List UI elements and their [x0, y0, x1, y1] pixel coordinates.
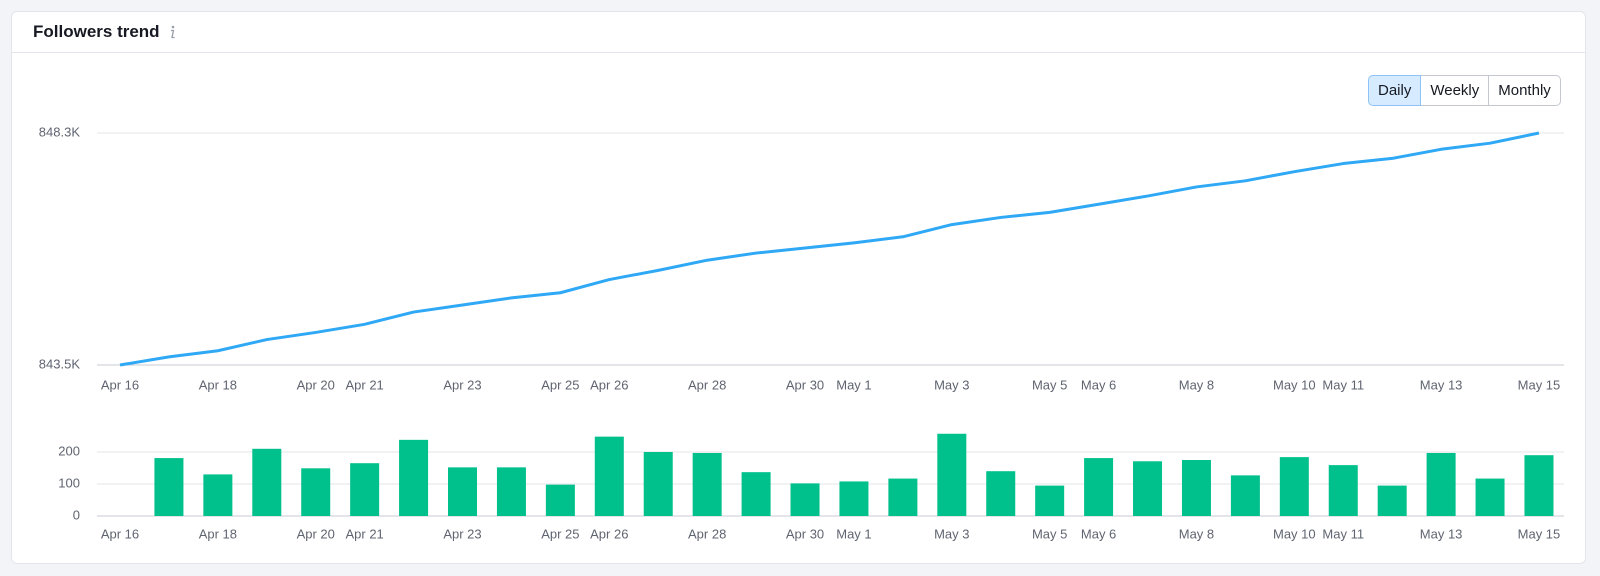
x-tick-label: May 6 [1081, 526, 1116, 541]
x-tick-label: Apr 26 [590, 377, 628, 392]
x-tick-label: May 8 [1179, 377, 1214, 392]
bar [496, 467, 526, 516]
bar [986, 471, 1016, 516]
bar [643, 452, 673, 516]
x-tick-label: Apr 18 [199, 526, 237, 541]
x-tick-label: Apr 25 [541, 526, 579, 541]
x-tick-label: May 15 [1518, 526, 1561, 541]
y-tick-label: 200 [58, 443, 80, 458]
info-icon [171, 25, 175, 39]
x-tick-label: May 5 [1032, 377, 1067, 392]
bar [839, 481, 869, 516]
x-tick-label: May 3 [934, 526, 969, 541]
bar [545, 484, 575, 516]
x-tick-label: May 5 [1032, 526, 1067, 541]
x-tick-label: Apr 30 [786, 526, 824, 541]
bar [154, 458, 184, 516]
bar [790, 483, 820, 516]
x-tick-label: May 11 [1322, 526, 1364, 541]
bar [203, 474, 233, 516]
bar [350, 463, 380, 516]
x-tick-label: May 6 [1081, 377, 1116, 392]
header-divider [12, 52, 1585, 53]
x-tick-label: May 13 [1420, 377, 1463, 392]
bar [741, 472, 771, 516]
x-tick-label: May 15 [1518, 377, 1561, 392]
bar [888, 478, 918, 516]
x-tick-label: May 8 [1179, 526, 1214, 541]
bar [1133, 461, 1163, 516]
x-tick-label: Apr 23 [443, 526, 481, 541]
x-tick-label: Apr 21 [345, 526, 383, 541]
x-tick-label: Apr 30 [786, 377, 824, 392]
x-tick-label: Apr 26 [590, 526, 628, 541]
bar [937, 433, 967, 516]
bar [1524, 455, 1554, 516]
bar [1084, 458, 1114, 516]
bar [1328, 465, 1358, 516]
follower-line [119, 131, 1540, 367]
x-tick-label: May 10 [1273, 526, 1316, 541]
x-tick-label: May 10 [1273, 377, 1316, 392]
x-tick-label: Apr 20 [297, 526, 335, 541]
x-tick-label: Apr 16 [101, 526, 139, 541]
card-title: Followers trend [33, 22, 160, 41]
bar [1035, 485, 1065, 516]
x-tick-label: May 3 [934, 377, 969, 392]
period-toggle: Daily Weekly Monthly [1368, 75, 1561, 106]
bar [1230, 475, 1260, 516]
y-tick-label: 848.3K [39, 124, 81, 139]
x-tick-label: Apr 16 [101, 377, 139, 392]
x-tick-label: Apr 28 [688, 526, 726, 541]
period-button[interactable]: Monthly [1488, 75, 1561, 106]
x-tick-label: Apr 28 [688, 377, 726, 392]
x-tick-label: May 1 [836, 377, 871, 392]
bar [1279, 457, 1309, 516]
period-button[interactable]: Daily [1368, 75, 1422, 106]
bar [399, 439, 429, 516]
bar [301, 468, 331, 516]
period-button[interactable]: Weekly [1420, 75, 1490, 106]
bar [1377, 485, 1407, 516]
x-tick-label: May 11 [1322, 377, 1364, 392]
bar [448, 467, 478, 516]
bar [252, 448, 282, 516]
x-tick-label: May 1 [836, 526, 871, 541]
bar [594, 436, 624, 516]
x-tick-label: Apr 18 [199, 377, 237, 392]
bar [692, 452, 722, 516]
y-tick-label: 0 [73, 507, 80, 522]
x-tick-label: Apr 23 [443, 377, 481, 392]
bar [1181, 460, 1211, 516]
x-tick-label: May 13 [1420, 526, 1463, 541]
bar [1426, 452, 1456, 516]
x-tick-label: Apr 20 [297, 377, 335, 392]
y-tick-label: 100 [58, 475, 80, 490]
y-tick-label: 843.5K [39, 356, 81, 371]
x-tick-label: Apr 21 [345, 377, 383, 392]
x-tick-label: Apr 25 [541, 377, 579, 392]
bar [1475, 478, 1505, 516]
